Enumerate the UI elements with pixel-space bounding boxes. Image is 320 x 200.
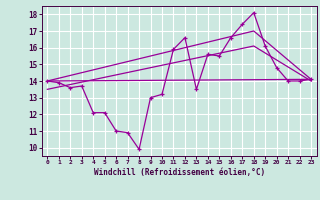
X-axis label: Windchill (Refroidissement éolien,°C): Windchill (Refroidissement éolien,°C) bbox=[94, 168, 265, 177]
